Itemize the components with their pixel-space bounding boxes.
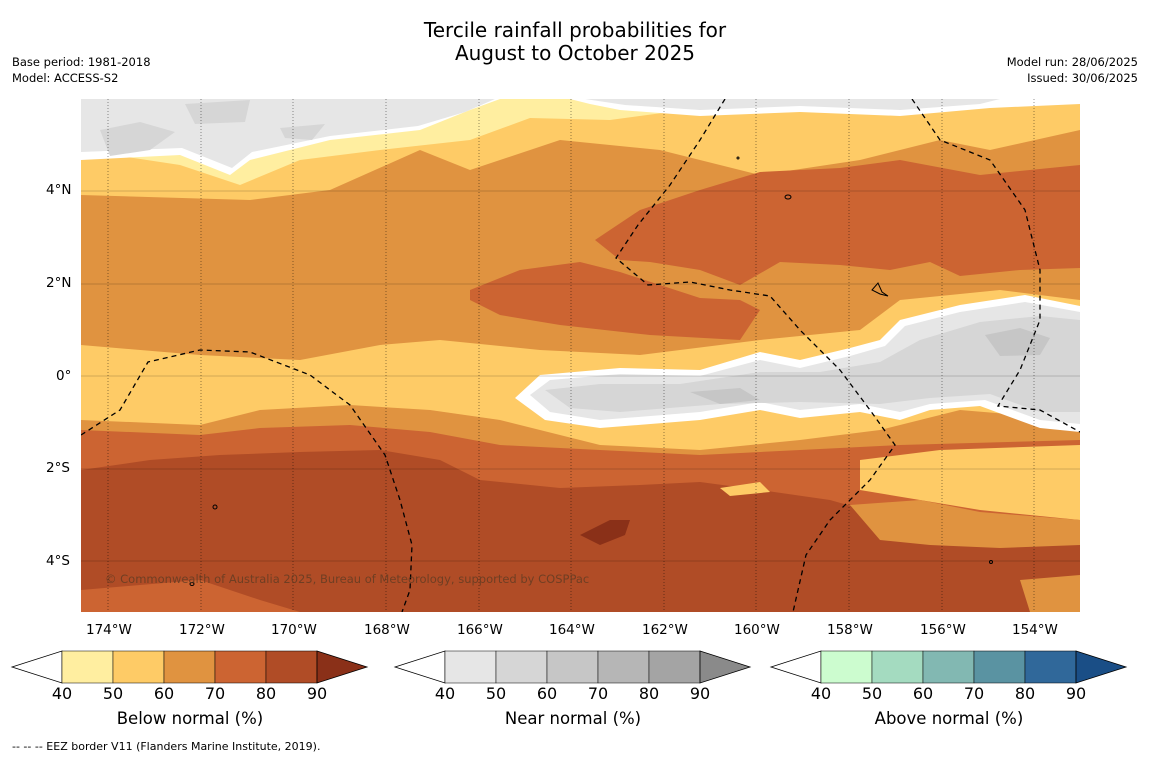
lon-label: 172°W	[179, 622, 225, 638]
cb-tick: 70	[204, 684, 226, 703]
colorbar-near-title: Near normal (%)	[504, 709, 642, 728]
colorbar-above-title: Above normal (%)	[874, 709, 1024, 728]
lon-label: 162°W	[642, 622, 688, 638]
cb-tick: 40	[434, 684, 456, 703]
lon-label: 160°W	[734, 622, 780, 638]
field-below-90-spot	[580, 520, 630, 545]
cb-tick: 90	[1065, 684, 1087, 703]
lon-label: 164°W	[549, 622, 595, 638]
issued-date: Issued: 30/06/2025	[1027, 71, 1138, 85]
lon-label: 156°W	[920, 622, 966, 638]
chart-title: Tercile rainfall probabilities for Augus…	[0, 19, 1150, 65]
islands	[189, 156, 993, 586]
cb-tick: 50	[861, 684, 883, 703]
model-run: Model run: 28/06/2025	[1006, 55, 1138, 69]
field-below-50-se	[860, 445, 1080, 520]
lon-label: 158°W	[827, 622, 873, 638]
field-near-50-n	[185, 100, 250, 124]
colorbar-below	[10, 650, 369, 684]
lon-label: 170°W	[271, 622, 317, 638]
model-name: Model: ACCESS-S2	[12, 71, 119, 85]
lat-label: 0°	[56, 368, 72, 384]
cb-tick: 80	[255, 684, 277, 703]
cb-tick: 40	[51, 684, 73, 703]
field-near-50-n2	[280, 124, 325, 140]
colorbar-below-extend-high	[316, 650, 369, 684]
lat-label: 2°N	[46, 275, 72, 291]
base-period: Base period: 1981-2018	[12, 55, 151, 69]
cb-tick: 80	[1014, 684, 1036, 703]
field-below-70-sw	[81, 580, 300, 612]
probability-fields	[81, 99, 1080, 612]
cb-tick: 60	[912, 684, 934, 703]
lon-label: 174°W	[86, 622, 132, 638]
lon-label: 154°W	[1012, 622, 1058, 638]
cb-tick: 80	[638, 684, 660, 703]
field-below-50-small	[720, 482, 770, 496]
field-below-80-south	[81, 450, 1080, 612]
copyright-notice: © Commonwealth of Australia 2025, Bureau…	[105, 572, 590, 586]
lat-label: 4°N	[46, 182, 72, 198]
cb-tick: 60	[153, 684, 175, 703]
cb-tick: 90	[306, 684, 328, 703]
cb-tick: 60	[536, 684, 558, 703]
field-below-70-north	[595, 160, 1080, 285]
title-line-2: August to October 2025	[454, 41, 696, 65]
field-near-50-nw	[100, 122, 175, 156]
lon-label: 168°W	[364, 622, 410, 638]
title-line-1: Tercile rainfall probabilities for	[423, 18, 727, 42]
field-below-70-center	[470, 262, 760, 340]
colorbar-near	[393, 650, 752, 684]
lon-label: 166°W	[457, 622, 503, 638]
eez-legend: -- -- -- EEZ border V11 (Flanders Marine…	[12, 740, 321, 753]
field-near-60-center	[690, 388, 760, 404]
lat-label: 4°S	[46, 553, 70, 569]
cb-tick: 50	[485, 684, 507, 703]
colorbar-below-title: Below normal (%)	[116, 709, 264, 728]
lat-label: 2°S	[46, 460, 70, 476]
cb-tick: 70	[963, 684, 985, 703]
meta-right: Model run: 28/06/2025 Issued: 30/06/2025	[1007, 54, 1138, 86]
cb-tick: 90	[689, 684, 711, 703]
colorbar-above	[769, 650, 1128, 684]
grid-lines-lat	[81, 190, 1080, 562]
field-near-40-ne	[585, 99, 1000, 110]
field-below-60-se	[850, 500, 1080, 548]
meta-left: Base period: 1981-2018 Model: ACCESS-S2	[12, 54, 151, 86]
field-below-60-corner	[1020, 575, 1080, 612]
cb-tick: 40	[810, 684, 832, 703]
field-near-50-equator	[545, 316, 1080, 412]
colorbar-below-extend-low	[10, 650, 63, 684]
cb-tick: 50	[102, 684, 124, 703]
eez-borders	[81, 99, 1080, 612]
cb-tick: 70	[587, 684, 609, 703]
